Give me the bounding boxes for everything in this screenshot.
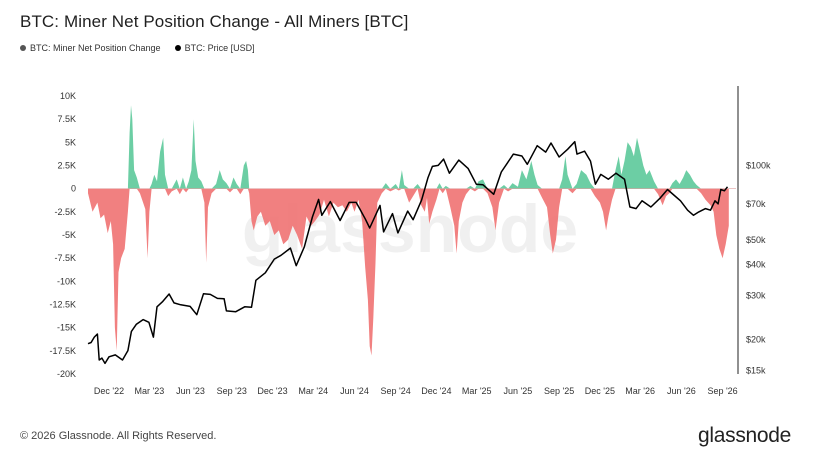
x-tick-label: Sep '25: [544, 386, 574, 396]
x-tick-label: Mar '25: [462, 386, 492, 396]
right-tick-label: $70k: [746, 199, 766, 209]
left-tick-label: 0: [71, 184, 76, 194]
x-axis-ticks: Dec '22 Mar '23 Jun '23 Sep '23 Dec '23 Mar '…: [94, 386, 738, 396]
x-tick-label: Dec '25: [585, 386, 615, 396]
legend-item-price[interactable]: BTC: Price [USD]: [174, 43, 255, 53]
right-axis-ticks: $100k $70k $50k $40k $30k $20k $15k: [746, 160, 771, 375]
x-tick-label: Mar '23: [134, 386, 164, 396]
right-tick-label: $30k: [746, 290, 766, 300]
left-tick-label: -12.5K: [49, 300, 76, 310]
left-tick-label: -20K: [57, 369, 76, 379]
legend: BTC: Miner Net Position Change BTC: Pric…: [20, 43, 255, 53]
left-tick-label: -10K: [57, 276, 76, 286]
right-tick-label: $50k: [746, 235, 766, 245]
x-tick-label: Dec '24: [421, 386, 451, 396]
legend-item-net-position[interactable]: BTC: Miner Net Position Change: [20, 43, 161, 53]
right-tick-label: $20k: [746, 334, 766, 344]
chart-title: BTC: Miner Net Position Change - All Min…: [20, 12, 409, 31]
left-tick-label: 5K: [65, 137, 76, 147]
net-position-positive-area: [88, 105, 729, 189]
x-tick-label: Dec '22: [94, 386, 124, 396]
left-tick-label: -2.5K: [54, 207, 76, 217]
x-tick-label: Jun '24: [340, 386, 369, 396]
legend-dot-net-position: [20, 45, 26, 51]
right-tick-label: $100k: [746, 160, 771, 170]
x-tick-label: Dec '23: [257, 386, 287, 396]
price-line: [87, 140, 729, 365]
legend-dot-price: [174, 45, 181, 51]
left-tick-label: -7.5K: [54, 253, 76, 263]
footer-copyright: © 2026 Glassnode. All Rights Reserved.: [20, 430, 217, 442]
x-tick-label: Mar '24: [298, 386, 328, 396]
left-tick-label: 2.5K: [57, 161, 76, 171]
x-tick-label: Sep '26: [707, 386, 737, 396]
right-tick-label: $40k: [746, 259, 766, 269]
x-tick-label: Mar '26: [625, 386, 655, 396]
left-tick-label: -15K: [57, 323, 76, 333]
left-axis-ticks: 10K 7.5K 5K 2.5K 0 -2.5K -5K -7.5K -10K -12.5K -15…: [49, 91, 76, 379]
left-tick-label: 10K: [60, 91, 76, 101]
left-tick-label: -5K: [62, 230, 76, 240]
legend-label-price: BTC: Price [USD]: [184, 43, 255, 53]
left-tick-label: 7.5K: [57, 114, 76, 124]
x-tick-label: Sep '23: [217, 386, 247, 396]
glassnode-logo[interactable]: glassnode: [698, 424, 792, 447]
legend-label-net-position: BTC: Miner Net Position Change: [30, 43, 161, 53]
x-tick-label: Jun '26: [667, 386, 696, 396]
x-tick-label: Jun '23: [176, 386, 205, 396]
x-tick-label: Jun '25: [504, 386, 533, 396]
left-tick-label: -17.5K: [49, 346, 76, 356]
right-tick-label: $15k: [746, 365, 766, 375]
x-tick-label: Sep '24: [381, 386, 411, 396]
